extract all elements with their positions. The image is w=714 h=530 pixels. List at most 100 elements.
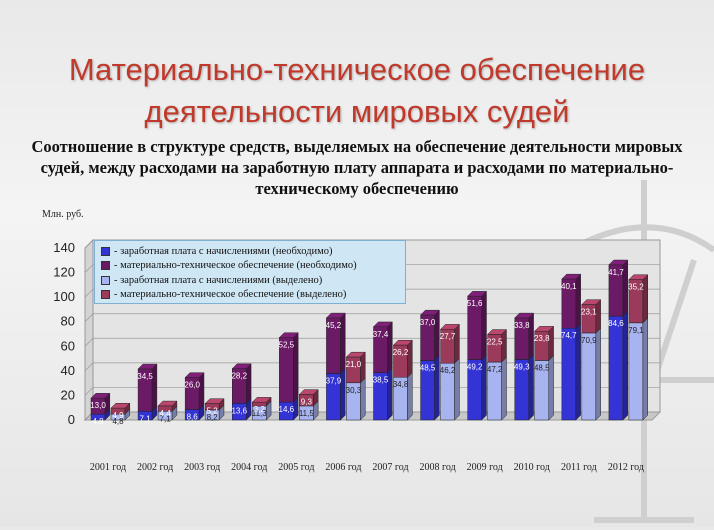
legend-swatch [101,275,110,285]
data-label: 37,0 [420,318,436,327]
data-label: 22,5 [487,337,503,346]
data-label: 23,8 [534,334,550,343]
legend-label: - заработная плата с начислениями (необх… [114,245,333,257]
data-label: 26,2 [393,348,409,357]
bar-salary [561,327,577,421]
data-label: 70,9 [581,336,597,345]
legend-item: - материально-техническое обеспечение (н… [101,259,399,274]
bar-material-top [345,351,366,358]
bar-salary [581,332,597,421]
data-label: 14,6 [279,405,295,414]
bar-material-top [487,329,508,335]
data-label: 30,3 [346,386,362,395]
x-tick-label: 2007 год [372,462,408,473]
bar-material-side [246,363,252,404]
data-label: 84,6 [608,319,624,328]
bar-material-side [407,339,413,378]
data-label: 33,8 [514,321,530,330]
legend-item: - заработная плата с начислениями (необх… [101,244,399,259]
bar-material-side [548,325,554,362]
data-label: 13,0 [90,401,106,410]
data-label: 47,2 [487,365,503,374]
page-title-line2: деятельности мировых судей [144,94,570,129]
x-tick-label: 2005 год [278,462,314,473]
data-label: 5,2 [207,407,219,416]
x-tick-label: 2002 год [137,462,173,473]
bar-material-side [198,372,205,411]
data-label: 26,0 [184,380,200,389]
data-label: 37,9 [326,376,342,385]
data-label: 45,2 [326,321,342,330]
data-label: 41,7 [608,268,624,277]
data-label: 28,2 [231,372,247,381]
y-axis-unit-label: Млн. руб. [42,209,84,220]
data-label: 11,3 [252,409,268,418]
bar-material-top [581,299,602,305]
legend-swatch [101,246,110,256]
bar-material-top [439,324,460,330]
x-tick-label: 2012 год [608,462,644,473]
bar-material-top [392,340,413,346]
data-label: 8,6 [187,412,199,421]
data-label: 51,6 [467,299,483,308]
bar-material-top [534,326,555,332]
bar-material-top [251,397,272,403]
bar-salary [628,322,644,421]
x-tick-label: 2009 год [467,462,503,473]
x-tick-label: 2008 год [420,462,456,473]
bar-material-top [298,389,319,395]
data-label: 37,4 [373,330,389,339]
y-tick-label: 40 [61,363,75,378]
y-tick-label: 140 [53,240,75,255]
bar-salary-side [360,377,366,421]
data-label: 49,2 [467,363,483,372]
bar-material-top [137,363,158,370]
bar-material-top [561,273,582,280]
data-label: 79,1 [628,326,644,335]
y-tick-label: 80 [61,314,75,329]
x-tick-label: 2006 год [325,462,361,473]
data-label: 35,2 [628,283,644,292]
y-tick-label: 60 [61,338,75,353]
data-label: 4,8 [112,417,124,426]
data-label: 7,1 [160,414,172,423]
data-label: 13,6 [231,406,247,415]
chart-subtitle: Соотношение в структуре средств, выделяе… [31,137,683,198]
data-label: 40,1 [561,282,577,291]
legend-label: - материально-техническое обеспечение (н… [114,260,357,272]
data-label: 27,7 [440,332,456,341]
bar-material-top [628,274,649,280]
bar-material-top [204,398,225,404]
bar-material-top [372,321,393,328]
data-label: 48,5 [534,363,550,372]
bar-material-top [184,372,205,378]
x-tick-label: 2001 год [90,462,126,473]
data-label: 3,2 [254,405,266,414]
data-label: 38,5 [373,376,389,385]
y-tick-label: 100 [53,289,75,304]
data-label: 4,8 [92,417,104,426]
legend-swatch [101,290,110,300]
data-label: 21,0 [346,360,362,369]
x-tick-label: 2003 год [184,462,220,473]
bar-salary [608,315,624,421]
data-label: 4,4 [160,409,172,418]
page-title-line1: Материально-техническое обеспечение [68,52,646,87]
data-label: 11,5 [299,409,315,418]
legend-item: - материально-техническое обеспечение (в… [101,288,399,303]
x-tick-label: 2010 год [514,462,550,473]
gridline [84,239,660,249]
bar-material-top [419,309,440,316]
bar-material-top [608,259,629,266]
y-tick-label: 0 [68,412,75,427]
data-label: 4,9 [112,411,124,420]
chart-side-wall [84,238,94,422]
data-label: 34,8 [393,380,409,389]
legend-swatch [101,261,110,271]
bar-material-top [278,332,299,338]
y-tick-label: 20 [61,387,75,402]
bar-material-top [90,393,111,399]
bar-material-side [454,323,460,364]
bar-material-top [514,312,535,319]
